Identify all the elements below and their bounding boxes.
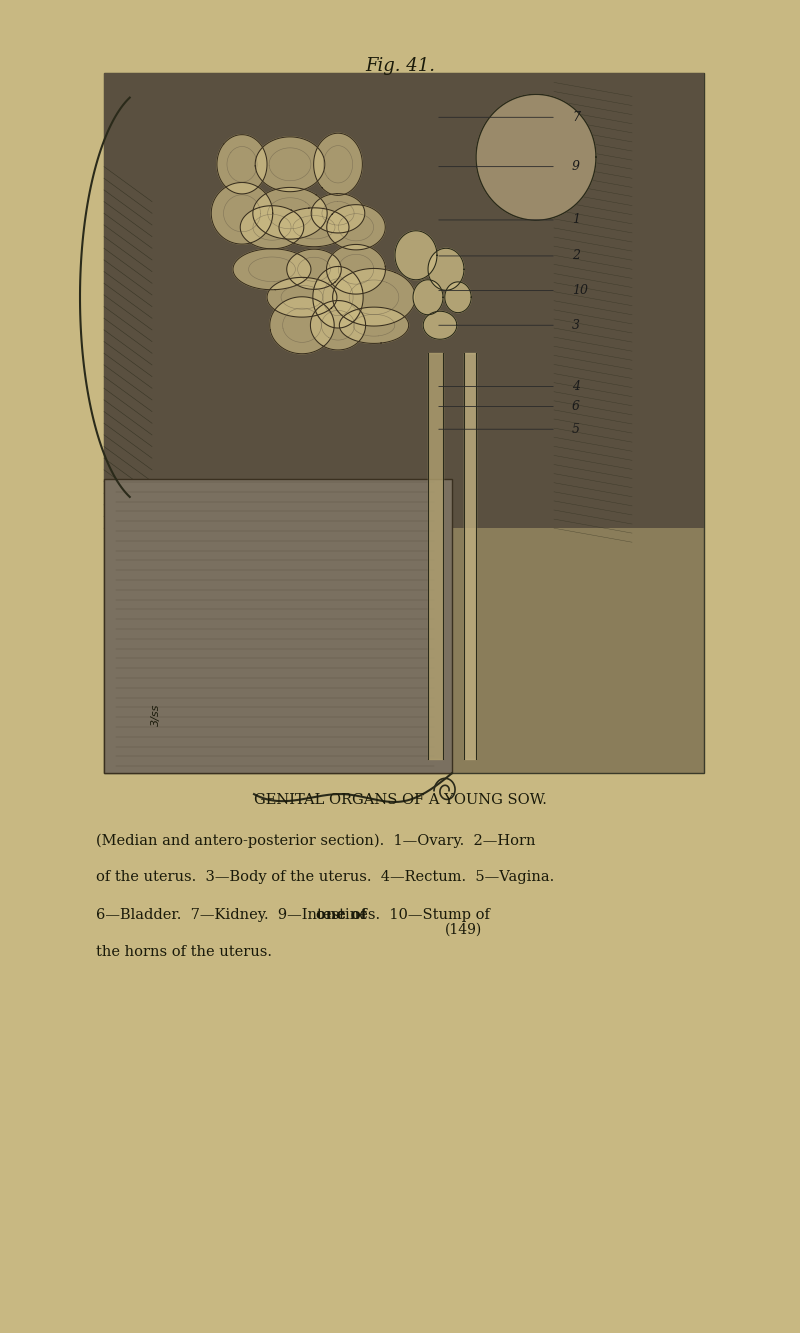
Text: 6: 6	[572, 400, 580, 413]
Polygon shape	[423, 312, 457, 339]
Polygon shape	[253, 188, 327, 239]
Text: 2: 2	[572, 249, 580, 263]
Text: 3: 3	[572, 319, 580, 332]
Text: 3/ss: 3/ss	[151, 704, 161, 726]
Polygon shape	[339, 307, 409, 344]
Text: 1: 1	[572, 213, 580, 227]
Polygon shape	[333, 268, 415, 327]
Polygon shape	[255, 137, 325, 192]
Polygon shape	[279, 208, 349, 247]
Polygon shape	[286, 249, 342, 289]
Polygon shape	[270, 297, 334, 353]
Bar	[104, 73, 704, 773]
Text: one of: one of	[316, 908, 367, 922]
Polygon shape	[313, 267, 363, 328]
Polygon shape	[464, 353, 476, 760]
Polygon shape	[428, 353, 443, 760]
Text: 7: 7	[572, 111, 580, 124]
Polygon shape	[314, 133, 362, 196]
Text: the horns of the uterus.: the horns of the uterus.	[96, 945, 272, 960]
Text: 10: 10	[572, 284, 588, 297]
Polygon shape	[240, 205, 304, 249]
Text: GENITAL ORGANS OF A YOUNG SOW.: GENITAL ORGANS OF A YOUNG SOW.	[254, 793, 546, 808]
Text: Fig. 41.: Fig. 41.	[365, 57, 435, 76]
Text: (Median and antero-posterior section).  1—Ovary.  2—Horn: (Median and antero-posterior section). 1…	[96, 833, 535, 848]
Text: (149): (149)	[446, 922, 482, 937]
Polygon shape	[217, 135, 267, 193]
Polygon shape	[395, 231, 437, 280]
Polygon shape	[413, 280, 443, 315]
Text: 4: 4	[572, 380, 580, 393]
Polygon shape	[326, 205, 386, 249]
Bar	[104, 480, 452, 773]
Text: 9: 9	[572, 160, 580, 173]
Text: 5: 5	[572, 423, 580, 436]
Polygon shape	[233, 249, 311, 289]
Text: 6—Bladder.  7—Kidney.  9—Intestines.  10—Stump of: 6—Bladder. 7—Kidney. 9—Intestines. 10—St…	[96, 908, 494, 922]
Polygon shape	[310, 300, 366, 351]
Polygon shape	[428, 248, 464, 291]
Polygon shape	[267, 277, 337, 317]
Polygon shape	[311, 193, 365, 233]
Polygon shape	[211, 183, 273, 244]
Polygon shape	[476, 95, 596, 220]
Bar	[104, 73, 704, 528]
Polygon shape	[326, 244, 386, 295]
Text: of the uterus.  3—Body of the uterus.  4—Rectum.  5—Vagina.: of the uterus. 3—Body of the uterus. 4—R…	[96, 870, 554, 885]
Polygon shape	[445, 281, 471, 313]
